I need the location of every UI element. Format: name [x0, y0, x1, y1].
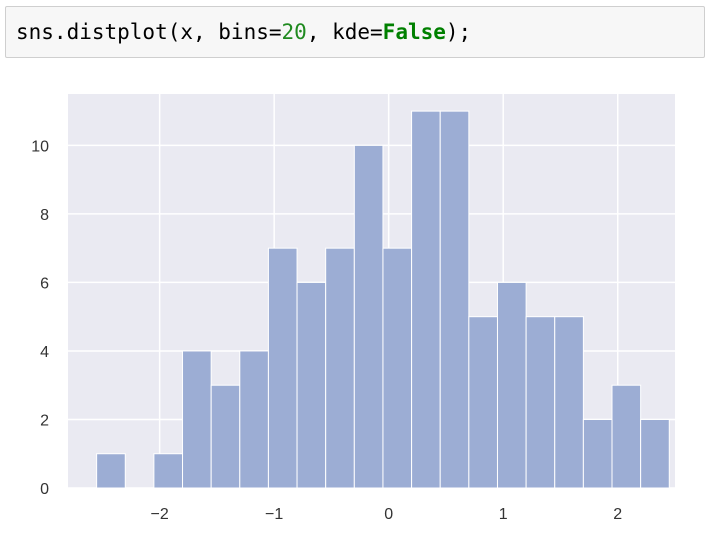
histogram-bar — [582, 418, 613, 489]
y-tick-label: 0 — [40, 481, 49, 498]
code-function-call: sns.distplot(x, bins= — [16, 20, 282, 44]
histogram-bar — [382, 247, 413, 489]
y-tick-label: 2 — [40, 412, 49, 429]
x-tick-label: 1 — [499, 506, 508, 523]
histogram-bars — [96, 110, 670, 489]
histogram-bar — [611, 384, 642, 489]
histogram-bar — [411, 110, 441, 489]
histogram-bar — [182, 350, 212, 489]
histogram-bar — [210, 384, 241, 489]
code-line: sns.distplot(x, bins=20, kde=False); — [16, 19, 471, 45]
y-tick-labels: 0 2 4 6 8 10 — [31, 138, 49, 498]
histogram-bar — [353, 144, 384, 489]
y-tick-label: 4 — [40, 344, 49, 361]
y-tick-label: 8 — [40, 207, 49, 224]
x-tick-label: −1 — [265, 506, 283, 523]
code-cell[interactable]: sns.distplot(x, bins=20, kde=False); — [5, 6, 705, 58]
histogram-bar — [325, 247, 355, 489]
code-bins-value: 20 — [281, 20, 307, 44]
histogram-bar — [96, 453, 126, 489]
histogram-output: −2 −1 0 1 2 0 2 4 6 8 10 — [0, 80, 708, 552]
histogram-bar — [640, 418, 670, 489]
histogram-bar — [525, 316, 556, 489]
histogram-bar — [468, 316, 498, 489]
x-tick-label: −2 — [150, 506, 168, 523]
histogram-bar — [439, 110, 470, 489]
code-kde-value: False — [382, 20, 446, 44]
histogram-bar — [239, 350, 269, 489]
histogram-bar — [267, 247, 298, 489]
x-tick-label: 2 — [613, 506, 622, 523]
histogram-bar — [296, 281, 327, 489]
y-tick-label: 6 — [40, 275, 49, 292]
histogram-bar — [153, 453, 184, 489]
y-tick-label: 10 — [31, 138, 49, 155]
code-line-end: ); — [445, 20, 472, 44]
histogram-bar — [496, 281, 527, 489]
x-tick-label: 0 — [384, 506, 393, 523]
x-tick-labels: −2 −1 0 1 2 — [150, 506, 622, 523]
histogram-bar — [554, 316, 584, 489]
code-kde-arg: , kde= — [306, 20, 383, 44]
histogram-chart: −2 −1 0 1 2 0 2 4 6 8 10 — [31, 94, 675, 523]
